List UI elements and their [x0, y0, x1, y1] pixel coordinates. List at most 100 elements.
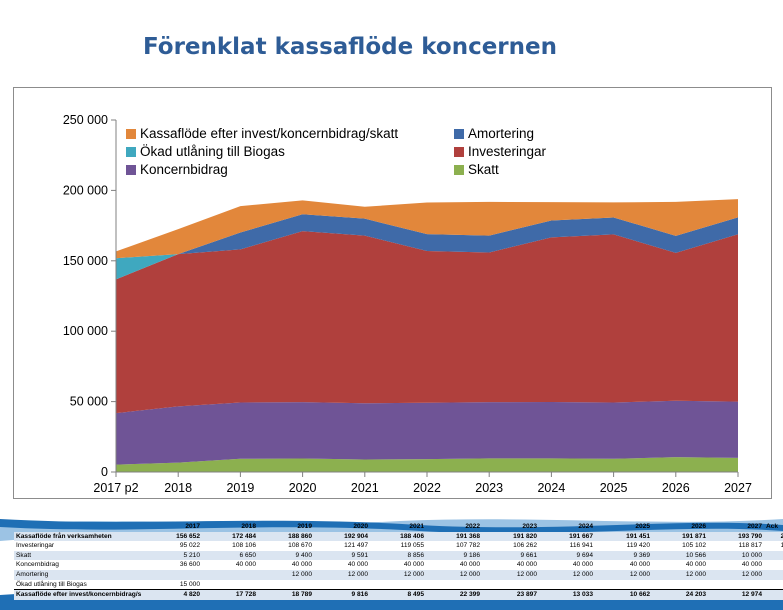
table-cell: 116 941 — [539, 541, 595, 551]
row-label: Investeringar — [14, 541, 154, 551]
y-tick-label: 100 000 — [63, 324, 108, 338]
y-tick-label: 150 000 — [63, 254, 108, 268]
table-cell — [314, 579, 370, 590]
table-cell: 9 186 — [426, 550, 482, 561]
table-cell: 40 000 — [539, 560, 595, 570]
table-cell: 105 102 — [652, 541, 708, 551]
chart-frame: 0 50 000 100 000 150 000 200 000 250 000 2017 … — [13, 87, 772, 499]
legend: Kassaflöde efter invest/koncernbidrag/sk… — [126, 126, 547, 177]
x-tick-label: 2023 — [475, 481, 503, 495]
legend-swatch — [126, 165, 136, 175]
table-cell: 40 000 — [258, 560, 314, 570]
area-series-0 — [116, 457, 738, 472]
table-cell: 436 600 — [764, 560, 783, 570]
table-cell: 18 789 — [258, 589, 314, 600]
x-tick-label: 2021 — [351, 481, 379, 495]
table-cell: 191 451 — [595, 531, 652, 542]
page-title: Förenklat kassaflöde koncernen — [142, 34, 557, 60]
table-cell: 12 000 — [539, 569, 595, 580]
table-cell — [426, 579, 482, 590]
stacked-area-chart: 0 50 000 100 000 150 000 200 000 250 000 2017 … — [63, 113, 752, 495]
x-tick-label: 2020 — [289, 481, 317, 495]
row-label: Koncernbidrag — [14, 560, 154, 570]
table-cell — [652, 579, 708, 590]
table-header-cell: 2020 — [353, 523, 368, 530]
table-cell: 40 000 — [370, 560, 426, 570]
area-series-4 — [116, 214, 738, 259]
table-cell: 13 033 — [539, 589, 595, 600]
table-row: Amortering 12 000 12 000 12 000 12 000 12 000… — [14, 569, 783, 580]
table-cell: 40 000 — [202, 560, 258, 570]
table-cell: 156 652 — [154, 531, 202, 542]
table-cell: 191 368 — [426, 531, 482, 542]
table-cell: 40 000 — [482, 560, 539, 570]
table-cell: 193 790 — [708, 531, 764, 542]
table-cell: 9 400 — [258, 550, 314, 561]
table-cell: 5 210 — [154, 550, 202, 561]
table-header-cell: 2017 — [185, 523, 200, 530]
table-header-cell: 2024 — [578, 523, 593, 530]
table-cell: 8 495 — [370, 589, 426, 600]
table-cell: 36 600 — [154, 560, 202, 570]
x-tick-label: 2026 — [662, 481, 690, 495]
table-cell: 188 860 — [258, 531, 314, 542]
table-cell: 9 369 — [595, 550, 652, 561]
table-cell: 95 022 — [154, 541, 202, 551]
table-cell: 121 497 — [314, 541, 370, 551]
table-cell: 9 694 — [539, 550, 595, 561]
x-tick-label: 2025 — [600, 481, 628, 495]
table-cell: 118 817 — [708, 541, 764, 551]
legend-swatch — [126, 129, 136, 139]
table-row: Kassaflöde efter invest/koncernbidrag/s 4… — [14, 589, 783, 600]
x-tick-label: 2022 — [413, 481, 441, 495]
table-cell: 10 662 — [595, 589, 652, 600]
table-cell: 10 566 — [652, 550, 708, 561]
table-cell — [202, 579, 258, 590]
legend-label: Ökad utlåning till Biogas — [140, 144, 285, 159]
table-cell: 191 667 — [539, 531, 595, 542]
table-header-cell: 2027 — [747, 523, 762, 530]
table-header-cell: 2023 — [522, 523, 537, 530]
table-cell — [482, 579, 539, 590]
table-header-blank — [14, 522, 154, 532]
table-cell: 9 591 — [314, 550, 370, 561]
legend-swatch — [454, 129, 464, 139]
legend-label: Koncernbidrag — [140, 162, 228, 177]
table-cell: 22 399 — [426, 589, 482, 600]
table-cell — [154, 569, 202, 580]
table-cell: 12 000 — [426, 569, 482, 580]
row-label: Kassaflöde efter invest/koncernbidrag/s — [14, 589, 154, 600]
row-label: Amortering — [14, 569, 154, 580]
y-tick-label: 50 000 — [70, 395, 108, 409]
table-header-cell: 2018 — [241, 523, 256, 530]
table-cell: 2 051 272 — [764, 531, 783, 542]
table-cell: 23 897 — [482, 589, 539, 600]
axes-group: 0 50 000 100 000 150 000 200 000 250 000 2017 … — [63, 113, 752, 495]
table-header-cell: 2021 — [409, 523, 424, 530]
table-cell: 188 406 — [370, 531, 426, 542]
table-cell: 106 262 — [482, 541, 539, 551]
area-series-group — [116, 199, 738, 472]
table-cell: 40 000 — [708, 560, 764, 570]
table-cell — [708, 579, 764, 590]
area-series-1 — [116, 400, 738, 465]
table-cell: 12 974 — [708, 589, 764, 600]
table-row: Skatt 5 210 6 650 9 400 9 591 8 856 9 186 9 661… — [14, 550, 783, 561]
row-label: Ökad utlåning till Biogas — [14, 579, 154, 590]
table-cell: 4 820 — [154, 589, 202, 600]
table-cell: 108 106 — [202, 541, 258, 551]
legend-swatch — [454, 147, 464, 157]
x-tick-label: 2019 — [226, 481, 254, 495]
table-cell: 15 000 — [764, 579, 783, 590]
row-label: Kassaflöde från verksamheten — [14, 531, 154, 542]
cashflow-table: 2017 2018 2019 2020 2021 2022 2023 2024 2025 2026… — [14, 522, 783, 600]
table-cell: 17 728 — [202, 589, 258, 600]
table-header-cell: 2022 — [465, 523, 480, 530]
table-header-cell: 2019 — [297, 523, 312, 530]
table-cell: 119 055 — [370, 541, 426, 551]
legend-label: Amortering — [468, 126, 534, 141]
x-tick-label: 2024 — [537, 481, 565, 495]
table-cell: 12 000 — [482, 569, 539, 580]
table-cell: 107 782 — [426, 541, 482, 551]
x-tick-label: 2027 — [724, 481, 752, 495]
